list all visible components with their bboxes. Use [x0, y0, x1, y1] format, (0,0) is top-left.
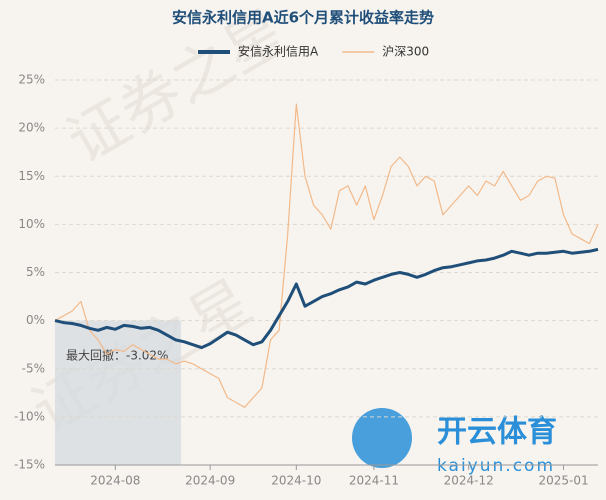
y-tick-label: 5%	[26, 265, 45, 279]
y-tick-label: -5%	[22, 361, 45, 375]
y-tick-label: 20%	[18, 121, 45, 135]
y-tick-label: 15%	[18, 169, 45, 183]
legend-label: 安信永利信用A	[238, 44, 319, 59]
series-line	[54, 247, 599, 350]
x-tick-label: 2024-11	[349, 474, 399, 488]
x-tick-label: 2024-08	[90, 474, 140, 488]
x-tick-label: 2025-01	[538, 474, 588, 488]
annotation: 最大回撤：-3.02%	[66, 348, 168, 363]
logo-url: kaiyun.com	[437, 456, 555, 476]
logo: 开云体育 kaiyun.com	[352, 408, 557, 476]
chart-title: 安信永利信用A近6个月累计收益率走势	[172, 9, 434, 27]
y-tick-label: 25%	[18, 73, 45, 87]
drawdown-area	[55, 320, 181, 465]
y-tick-label: 0%	[26, 313, 45, 327]
logo-text: 开云体育	[437, 415, 557, 450]
legend-label: 沪深300	[382, 45, 429, 59]
x-tick-label: 2024-12	[444, 474, 494, 488]
y-tick-label: -15%	[14, 458, 45, 472]
y-tick-label: -10%	[14, 409, 45, 423]
series-line	[54, 103, 599, 408]
x-tick-label: 2024-09	[185, 474, 235, 488]
logo-icon	[352, 408, 412, 468]
y-tick-label: 10%	[18, 217, 45, 231]
x-tick-label: 2024-10	[271, 474, 321, 488]
